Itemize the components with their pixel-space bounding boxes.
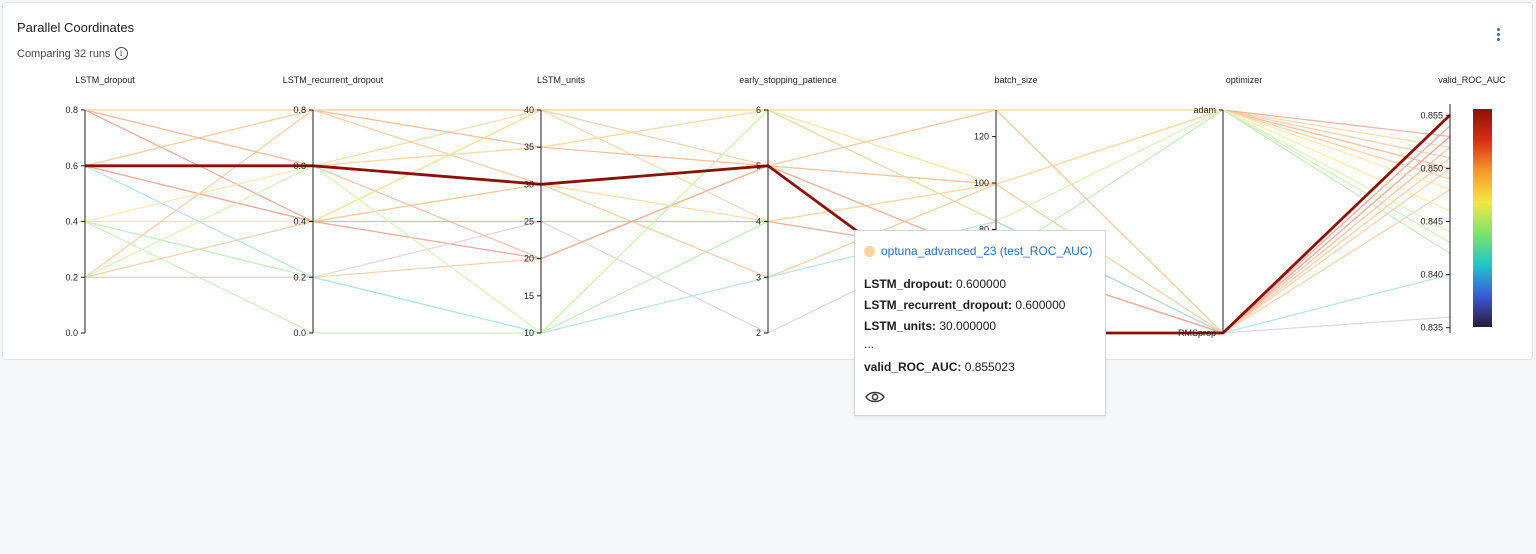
tooltip-row-lstm-dropout: LSTM_dropout: 0.600000 [864,277,1007,291]
colorbar-gradient [1473,109,1492,327]
runs-count-text: Comparing 32 runs [17,47,111,60]
tick-label: 0.8 [65,105,78,115]
tick-label: 0.0 [293,328,306,338]
tick-label: 0.2 [293,272,306,282]
more-vertical-icon [1496,27,1500,31]
tick-label: 120 [974,132,989,142]
tooltip-row-lstm-units: LSTM_units: 30.000000 [864,319,997,333]
tick-label: 0.835 [1420,323,1443,333]
axis-optimizer[interactable]: optimizer RMSprop adam [1178,75,1262,338]
tick-label: RMSprop [1178,328,1216,338]
axis-lstm-units[interactable]: LSTM_units 10 15 20 25 30 35 40 [524,75,586,338]
tick-label: 0.6 [293,161,306,171]
axis-early-stopping-patience[interactable]: early_stopping_patience 2 3 4 5 6 [739,75,837,338]
panel-subtitle: Comparing 32 runs i [17,47,128,60]
tick-label: 40 [524,105,534,115]
tick-label: 30 [524,179,534,189]
tick-label: 0.8 [293,105,306,115]
tick-label: 25 [524,217,534,227]
axis-title: optimizer [1226,75,1263,85]
more-options-button[interactable] [1490,24,1506,44]
axis-title: LSTM_dropout [75,75,135,85]
tick-label: 0.6 [65,161,78,171]
tick-label: adam [1193,105,1216,115]
tick-label: 80 [979,225,989,235]
panel-title: Parallel Coordinates [17,20,135,35]
tick-label: 20 [524,254,534,264]
parallel-coordinates-chart: LSTM_dropout0.00.20.40.60.8LSTM_recurren… [65,75,1506,338]
tick-label: 6 [756,105,761,115]
tick-label: 0.0 [65,328,78,338]
axis-title: LSTM_recurrent_dropout [283,75,384,85]
eye-icon[interactable] [865,389,885,405]
colorbar [1473,109,1492,327]
tick-label: 0.2 [65,272,78,282]
tick-label: 0.840 [1420,270,1443,280]
run-tooltip: optuna_advanced_23 (test_ROC_AUC) LSTM_d… [854,230,1106,416]
tooltip-header: optuna_advanced_23 (test_ROC_AUC) [864,244,1092,258]
axis-title: valid_ROC_AUC [1438,75,1506,85]
tooltip-row-lstm-recurrent-dropout: LSTM_recurrent_dropout: 0.600000 [864,298,1066,312]
tick-label: 100 [974,178,989,188]
axes: LSTM_dropout0.00.20.40.60.8LSTM_recurren… [65,75,1506,338]
tick-label: 0.4 [65,217,78,227]
tick-label: 0.4 [293,217,306,227]
run-name-link[interactable]: optuna_advanced_23 (test_ROC_AUC) [881,244,1093,258]
tick-label: 4 [756,217,761,227]
tick-label: 0.845 [1420,217,1443,227]
tick-label: 0.850 [1420,163,1443,173]
axis-title: LSTM_units [537,75,586,85]
tick-label: 15 [524,291,534,301]
axis-lstm-recurrent-dropout[interactable]: LSTM_recurrent_dropout 0.0 0.2 0.4 0.6 0.8 [283,75,384,338]
axis-title: early_stopping_patience [739,75,837,85]
tooltip-row-valid-roc-auc: valid_ROC_AUC: 0.855023 [864,360,1015,374]
axis-title: batch_size [994,75,1037,85]
tick-label: 10 [524,328,534,338]
info-icon[interactable]: i [114,47,128,60]
axis-valid-roc-auc[interactable]: valid_ROC_AUC 0.835 0.840 0.845 0.850 0.855 [1420,75,1506,333]
tick-label: 2 [756,328,761,338]
tooltip-ellipsis: ... [864,337,875,351]
tick-label: 5 [756,161,761,171]
tick-label: 3 [756,272,761,282]
axis-lstm-dropout[interactable]: LSTM_dropout 0.0 0.2 0.4 0.6 0.8 [65,75,135,338]
tick-label: 0.855 [1420,110,1443,120]
run-color-dot [864,245,875,257]
tick-label: 35 [524,142,534,152]
